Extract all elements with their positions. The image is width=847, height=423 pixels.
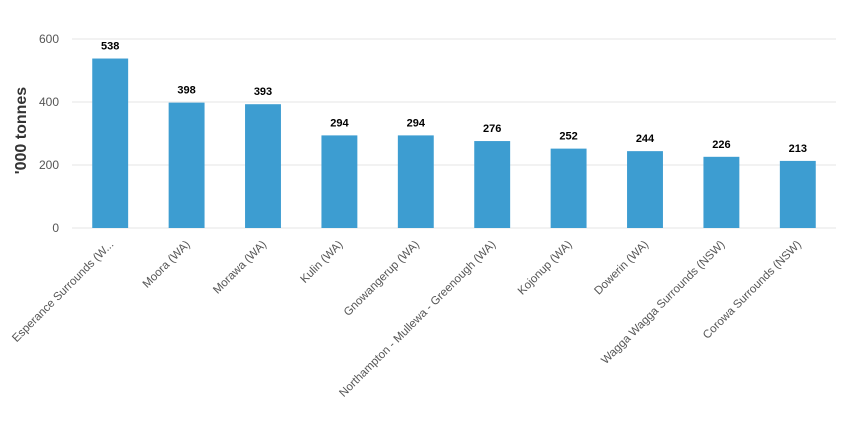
x-tick-label: Northampton - Mullewa - Greenough (WA) [337,239,498,400]
y-tick-label: 600 [39,32,59,46]
x-tick-label: Dowerin (WA) [592,239,651,298]
x-tick-label: Kulin (WA) [298,239,345,286]
x-axis-ticks: Esperance Surrounds (W... Moora (WA) Moraw… [10,239,804,400]
data-label: 226 [712,139,730,151]
y-axis-title: '000 tonnes [13,87,30,174]
y-tick-label: 400 [39,95,59,109]
bar[interactable] [779,160,816,228]
bars [92,58,816,228]
x-tick-label: Wagga Wagga Surrounds (NSW) [599,239,727,367]
bar[interactable] [703,156,740,228]
data-labels: 538 398 393 294 294 276 252 244 226 213 [101,41,807,155]
x-tick-label: Moora (WA) [141,239,193,291]
x-tick-label: Morawa (WA) [211,239,269,297]
data-label: 276 [483,123,501,135]
bar[interactable] [168,102,205,228]
bar[interactable] [245,104,281,228]
bar[interactable] [627,151,663,228]
data-label: 393 [254,86,272,98]
y-tick-label: 200 [39,158,59,172]
y-tick-label: 0 [52,221,59,235]
data-label: 294 [407,117,426,129]
x-tick-label: Gnowangerup (WA) [342,239,422,319]
data-label: 244 [636,133,655,145]
x-tick-label: Esperance Surrounds (W... [10,239,116,345]
bar[interactable] [397,135,434,228]
x-tick-label: Kojonup (WA) [516,239,575,298]
bar[interactable] [92,58,129,228]
data-label: 398 [177,85,195,97]
data-label: 538 [101,41,119,53]
bar[interactable] [321,135,358,228]
bar[interactable] [550,148,587,228]
data-label: 294 [330,117,349,129]
data-label: 252 [559,131,577,143]
data-label: 213 [789,143,807,155]
y-axis-ticks: 0 200 400 600 [39,32,59,235]
bar[interactable] [474,141,511,228]
